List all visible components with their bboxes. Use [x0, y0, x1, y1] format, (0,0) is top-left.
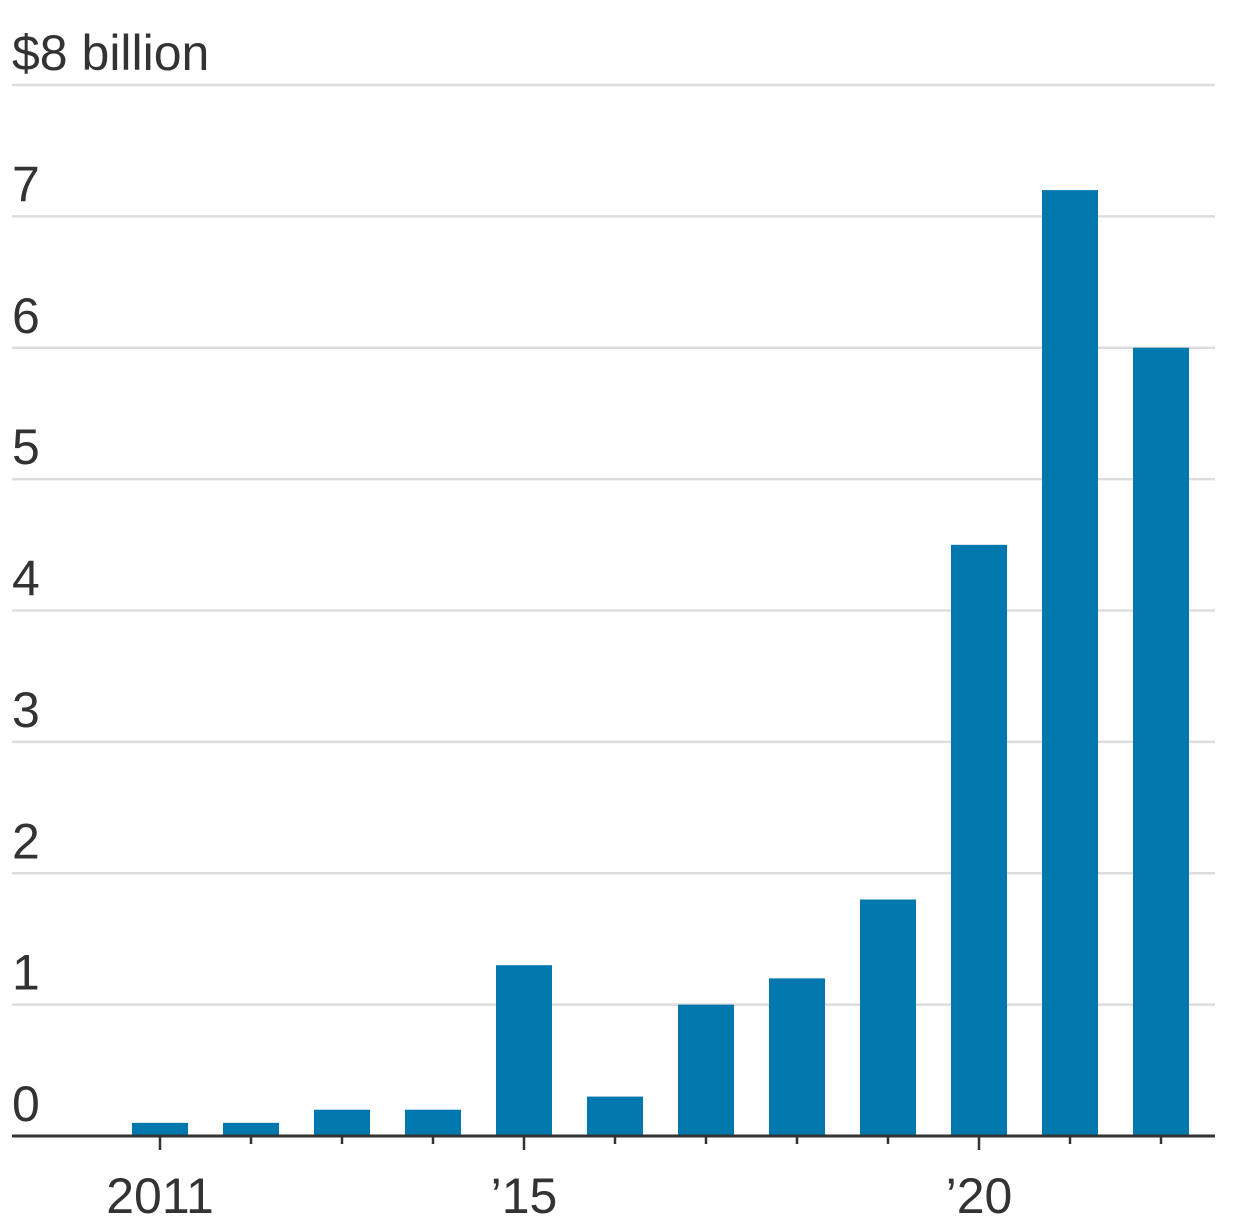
- bar-2012: [223, 1122, 279, 1136]
- x-tick-label-2020: ’20: [946, 1168, 1013, 1224]
- bar-2020: [951, 544, 1007, 1136]
- x-tick-label-2011: 2011: [106, 1168, 214, 1224]
- bar-2013: [314, 1109, 370, 1136]
- x-tick-labels: 2011 ’15 ’20: [106, 1168, 1012, 1224]
- y-tick-label-8: $8 billion: [12, 25, 209, 81]
- bar-2015: [496, 965, 552, 1136]
- bar-2011: [132, 1122, 188, 1136]
- bars: [132, 190, 1189, 1137]
- bar-2021: [1042, 190, 1098, 1137]
- x-axis: [12, 1134, 1215, 1150]
- y-tick-label-0: 0: [12, 1076, 40, 1132]
- y-tick-label-4: 4: [12, 551, 40, 607]
- bar-2022: [1133, 347, 1189, 1136]
- y-tick-labels: 0 1 2 3 4 5 6 7 $8 billion: [12, 25, 209, 1132]
- bar-2019: [860, 899, 916, 1136]
- y-tick-label-2: 2: [12, 813, 40, 869]
- x-tick-label-2015: ’15: [491, 1168, 558, 1224]
- y-tick-label-7: 7: [12, 156, 40, 212]
- y-tick-label-6: 6: [12, 288, 40, 344]
- bar-2017: [678, 1004, 734, 1136]
- bar-2018: [769, 978, 825, 1136]
- y-tick-label-1: 1: [12, 945, 40, 1001]
- y-tick-label-3: 3: [12, 682, 40, 738]
- y-tick-label-5: 5: [12, 419, 40, 475]
- gridlines: [12, 83, 1215, 1006]
- bar-2014: [405, 1109, 461, 1136]
- bar-2016: [587, 1096, 643, 1136]
